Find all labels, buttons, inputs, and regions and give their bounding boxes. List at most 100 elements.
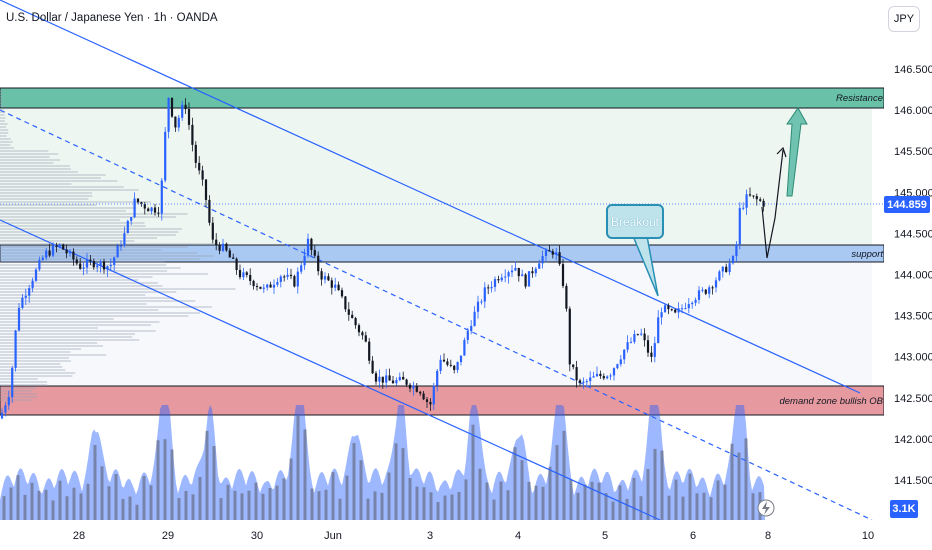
candle-body[interactable] <box>718 271 721 281</box>
candle-body[interactable] <box>657 317 660 344</box>
candle-body[interactable] <box>565 285 568 309</box>
candle-body[interactable] <box>147 208 150 212</box>
candle-body[interactable] <box>408 384 412 389</box>
candle-body[interactable] <box>589 377 592 382</box>
candle-body[interactable] <box>728 263 731 272</box>
candle-body[interactable] <box>317 255 320 272</box>
candle-body[interactable] <box>368 341 371 361</box>
candle-body[interactable] <box>337 284 340 291</box>
candle-body[interactable] <box>568 308 571 365</box>
candle-body[interactable] <box>487 287 490 289</box>
candle-body[interactable] <box>694 299 697 303</box>
candle-body[interactable] <box>133 198 136 218</box>
candle-body[interactable] <box>191 124 194 145</box>
candle-body[interactable] <box>429 401 432 405</box>
candle-body[interactable] <box>402 376 405 380</box>
candle-body[interactable] <box>245 272 248 275</box>
candle-body[interactable] <box>164 131 167 181</box>
candle-body[interactable] <box>701 289 704 291</box>
candle-body[interactable] <box>422 393 425 400</box>
candle-body[interactable] <box>323 276 327 280</box>
demand-zone[interactable] <box>0 385 885 416</box>
candle-body[interactable] <box>184 104 187 110</box>
candle-body[interactable] <box>167 97 170 132</box>
candle-body[interactable] <box>623 349 626 360</box>
candle-body[interactable] <box>674 309 677 313</box>
candle-body[interactable] <box>633 334 636 342</box>
candle-body[interactable] <box>759 199 762 201</box>
candle-body[interactable] <box>218 244 221 251</box>
candle-body[interactable] <box>28 288 31 296</box>
channel-upper-line[interactable] <box>0 0 861 394</box>
candle-body[interactable] <box>310 238 313 251</box>
candle-body[interactable] <box>463 340 466 356</box>
candle-body[interactable] <box>126 220 129 234</box>
candle-body[interactable] <box>123 233 126 246</box>
candle-body[interactable] <box>174 116 177 128</box>
candle-body[interactable] <box>640 333 643 335</box>
candle-body[interactable] <box>354 318 357 326</box>
candle-body[interactable] <box>480 301 483 303</box>
candle-body[interactable] <box>466 331 469 341</box>
candle-body[interactable] <box>289 274 293 277</box>
candle-body[interactable] <box>24 295 27 298</box>
channel-mid-line[interactable] <box>0 109 873 521</box>
candle-body[interactable] <box>340 290 344 297</box>
candle-body[interactable] <box>456 362 459 371</box>
candle-body[interactable] <box>276 281 279 285</box>
candle-body[interactable] <box>140 202 143 205</box>
candle-body[interactable] <box>211 222 214 240</box>
candle-body[interactable] <box>320 271 323 280</box>
candle-body[interactable] <box>395 380 398 384</box>
candle-body[interactable] <box>381 376 384 383</box>
candle-body[interactable] <box>283 276 286 278</box>
candle-body[interactable] <box>697 290 701 300</box>
candle-body[interactable] <box>745 194 748 208</box>
candle-body[interactable] <box>405 379 408 385</box>
candle-body[interactable] <box>436 370 439 386</box>
candle-body[interactable] <box>89 259 92 261</box>
candle-body[interactable] <box>561 264 565 286</box>
candle-body[interactable] <box>238 270 242 278</box>
candle-body[interactable] <box>198 162 201 171</box>
candle-body[interactable] <box>113 257 116 265</box>
candle-body[interactable] <box>4 405 7 413</box>
candle-body[interactable] <box>442 359 446 362</box>
candle-body[interactable] <box>72 251 75 260</box>
candle-body[interactable] <box>364 335 367 342</box>
candle-body[interactable] <box>361 332 364 336</box>
candle-body[interactable] <box>194 144 197 163</box>
candle-body[interactable] <box>510 270 514 273</box>
candle-body[interactable] <box>453 365 456 371</box>
candle-body[interactable] <box>48 250 51 256</box>
candle-body[interactable] <box>102 261 106 270</box>
candle-body[interactable] <box>204 179 208 200</box>
candle-body[interactable] <box>330 280 333 288</box>
candle-body[interactable] <box>242 272 245 278</box>
candle-body[interactable] <box>555 252 558 255</box>
candle-body[interactable] <box>119 245 123 247</box>
candle-body[interactable] <box>269 284 272 288</box>
candle-body[interactable] <box>497 279 500 281</box>
candle-body[interactable] <box>585 381 588 383</box>
candle-body[interactable] <box>714 280 718 288</box>
candle-body[interactable] <box>731 256 735 264</box>
candle-body[interactable] <box>473 311 476 326</box>
candle-body[interactable] <box>371 360 374 374</box>
candle-body[interactable] <box>14 330 17 368</box>
candle-body[interactable] <box>531 271 534 274</box>
candle-body[interactable] <box>534 268 537 274</box>
candle-body[interactable] <box>521 274 524 277</box>
candle-body[interactable] <box>708 287 711 294</box>
candle-body[interactable] <box>347 309 350 315</box>
candle-body[interactable] <box>517 267 520 277</box>
candle-body[interactable] <box>272 284 276 288</box>
candle-body[interactable] <box>663 305 667 313</box>
candle-body[interactable] <box>201 170 204 180</box>
candle-body[interactable] <box>524 274 527 287</box>
candle-body[interactable] <box>504 276 507 278</box>
candle-body[interactable] <box>85 259 89 268</box>
candle-body[interactable] <box>58 244 61 247</box>
candle-body[interactable] <box>599 373 602 377</box>
candle-body[interactable] <box>391 380 395 384</box>
